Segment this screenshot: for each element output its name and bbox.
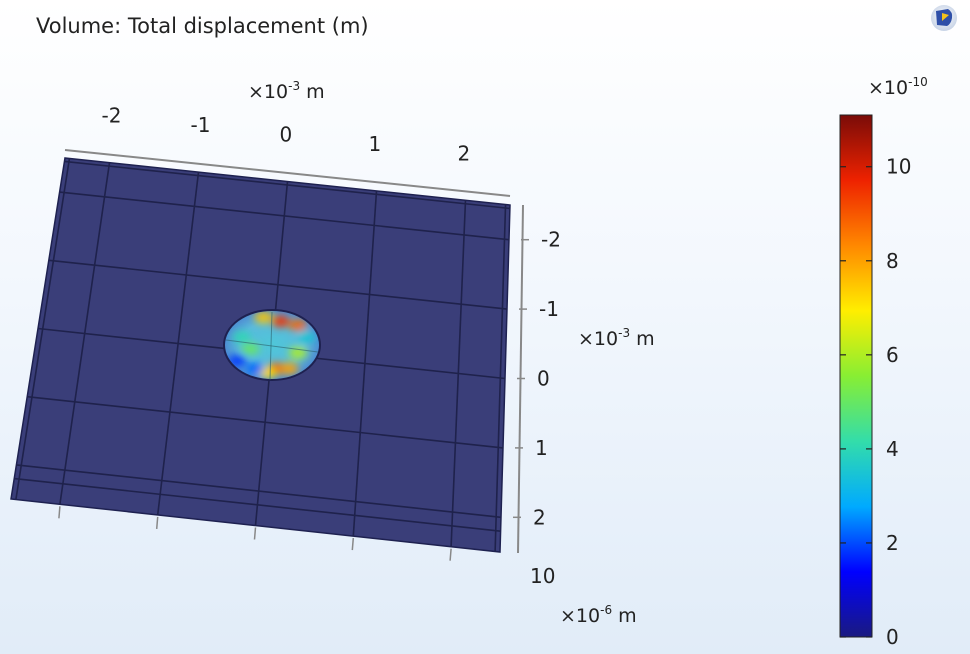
x-tick-mark — [351, 538, 355, 551]
colorbar-tick-label: 2 — [886, 531, 899, 555]
displacement-hotspot — [228, 354, 247, 367]
y-tick-label: 1 — [535, 436, 548, 460]
comsol-logo-icon[interactable] — [929, 2, 959, 32]
x-tick-mark — [58, 506, 61, 519]
mesh-line-horizontal — [59, 191, 510, 241]
colorbar-tick-label: 0 — [886, 625, 899, 649]
mesh-line-horizontal — [16, 464, 502, 519]
plot-title: Volume: Total displacement (m) — [36, 14, 369, 38]
y-tick-label: -2 — [541, 228, 561, 252]
x-tick-label: -2 — [102, 104, 122, 128]
z-axis-tick: 10 — [530, 564, 555, 588]
colorbar-tick-label: 4 — [886, 437, 899, 461]
displacement-hotspot — [280, 362, 299, 375]
colorbar-tick-label: 6 — [886, 343, 899, 367]
x-tick-label: 1 — [369, 132, 382, 156]
z-axis-multiplier: ×10-6 m — [560, 603, 637, 627]
y-tick-label: -1 — [539, 297, 559, 321]
x-axis-line — [64, 149, 511, 197]
colorbar-tick-label: 8 — [886, 249, 899, 273]
mesh-line-horizontal — [27, 395, 504, 449]
y-tick-label: 0 — [537, 367, 550, 391]
x-tick-mark — [155, 516, 159, 529]
mesh-line-horizontal — [14, 477, 501, 532]
x-tick-mark — [253, 527, 257, 540]
mesh-line-horizontal — [64, 160, 510, 210]
displacement-hotspot — [254, 311, 273, 324]
x-tick-label: 0 — [280, 123, 293, 147]
displacement-hotspot — [241, 342, 260, 355]
displacement-hotspot — [245, 362, 264, 375]
displacement-hotspot — [288, 319, 307, 332]
displacement-disk — [223, 309, 321, 381]
colorbar — [839, 114, 873, 638]
y-tick-label: 2 — [533, 505, 546, 529]
displacement-hotspot — [271, 315, 290, 328]
displacement-hotspot — [232, 331, 251, 344]
x-tick-mark — [449, 548, 452, 561]
displacement-hotspot — [297, 331, 316, 344]
x-tick-label: 2 — [458, 141, 471, 165]
colorbar-tick-label: 10 — [886, 155, 911, 179]
mesh-line-horizontal — [48, 259, 508, 310]
x-axis-multiplier: ×10-3 m — [248, 79, 325, 103]
x-tick-label: -1 — [191, 113, 211, 137]
y-axis-multiplier: ×10-3 m — [578, 326, 655, 350]
colorbar-multiplier: ×10-10 — [868, 75, 928, 99]
